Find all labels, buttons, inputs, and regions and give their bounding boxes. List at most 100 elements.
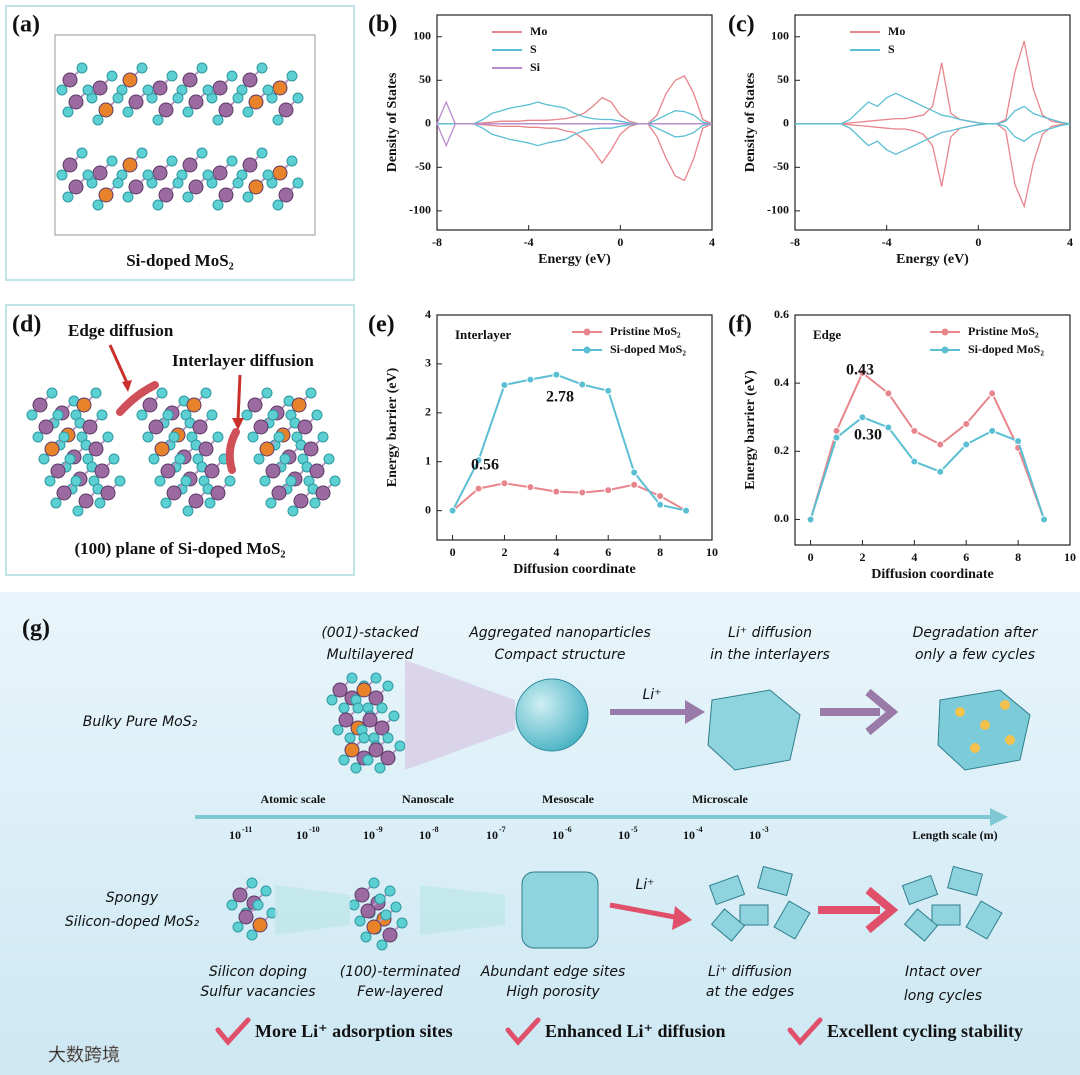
panel-a-frame xyxy=(5,5,355,281)
caption: Interlayer diffusion xyxy=(172,351,314,370)
x-tick-label: -8 xyxy=(432,235,442,249)
top-caption: Li⁺ diffusion xyxy=(728,625,812,641)
atom-mo xyxy=(198,441,214,457)
atom-mo xyxy=(88,441,104,457)
atom-s xyxy=(82,169,94,181)
atom-si xyxy=(272,80,288,96)
atom-mo xyxy=(232,887,248,903)
atom-s xyxy=(90,387,102,399)
scale-base: 10 xyxy=(618,828,630,842)
legend-marker xyxy=(941,328,949,336)
y-tick-label: 2 xyxy=(425,405,431,419)
annotation: Edge xyxy=(813,327,841,342)
scale-name: Nanoscale xyxy=(402,792,455,806)
atom-s xyxy=(92,114,104,126)
top-caption: Multilayered xyxy=(327,647,414,663)
caption: Si-doped MoS₂ xyxy=(126,251,234,270)
atom-mo xyxy=(68,179,84,195)
atom-mo xyxy=(166,485,182,501)
atom-mo xyxy=(368,690,384,706)
caption: Edge diffusion xyxy=(68,321,174,340)
atom-s xyxy=(292,92,304,104)
series-line xyxy=(809,371,1046,520)
scale-exponent: -8 xyxy=(432,825,439,834)
x-tick-label: 6 xyxy=(963,550,969,564)
series-line xyxy=(437,123,713,182)
bottom-caption: (100)-terminated xyxy=(340,964,461,980)
x-axis-label: Diffusion coordinate xyxy=(871,567,994,582)
atom-s xyxy=(38,453,50,465)
atom-mo xyxy=(62,157,78,173)
atom-s xyxy=(338,702,350,714)
bottom-caption: Few-layered xyxy=(357,984,443,1000)
atom-s xyxy=(370,672,382,684)
atom-s xyxy=(152,114,164,126)
atom-s xyxy=(344,732,356,744)
point xyxy=(656,491,665,500)
atom-mo xyxy=(247,397,263,413)
atom-s xyxy=(323,453,335,465)
atom-mo xyxy=(218,187,234,203)
atom-s xyxy=(242,191,254,203)
atom-s xyxy=(309,497,321,509)
atom-mo xyxy=(68,94,84,110)
arrow xyxy=(609,902,681,921)
atom-mo xyxy=(210,485,226,501)
atom-s xyxy=(232,921,244,933)
y-axis-label: Energy barrier (eV) xyxy=(743,370,758,490)
atom-s xyxy=(354,915,366,927)
panel-d-frame xyxy=(5,304,355,576)
scale-axis-label: Length scale (m) xyxy=(912,828,997,842)
bottom-caption: Abundant edge sites xyxy=(480,964,626,980)
atom-s xyxy=(246,877,258,889)
legend-label: S xyxy=(888,42,895,56)
atom-s xyxy=(58,431,70,443)
point xyxy=(604,386,613,395)
y-tick-label: 0 xyxy=(425,502,431,516)
x-tick-label: 0 xyxy=(975,235,981,249)
check-icons xyxy=(215,1017,823,1046)
atom-s xyxy=(390,901,402,913)
atom-si xyxy=(122,157,138,173)
atom-si xyxy=(98,187,114,203)
row-label: Silicon-doped MoS₂ xyxy=(65,914,200,930)
x-tick-label: 10 xyxy=(706,545,718,559)
point xyxy=(500,479,509,488)
scale-base: 10 xyxy=(419,828,431,842)
li-label: Li⁺ xyxy=(642,687,661,703)
point xyxy=(884,389,893,398)
annotation: Interlayer xyxy=(455,327,512,342)
bottom-caption: Silicon doping xyxy=(209,964,307,980)
atom-mo xyxy=(271,485,287,501)
series-line xyxy=(451,373,687,512)
atom-mo xyxy=(212,80,228,96)
li-label: Li⁺ xyxy=(635,877,654,893)
atom-s xyxy=(76,147,88,159)
atom-s xyxy=(196,62,208,74)
atom-mo xyxy=(92,80,108,96)
atom-s xyxy=(180,475,192,487)
atom-s xyxy=(396,917,408,929)
point xyxy=(962,420,971,429)
atom-s xyxy=(64,453,76,465)
atom-s xyxy=(154,475,166,487)
point xyxy=(858,413,867,422)
y-tick-label: 0.6 xyxy=(774,307,789,321)
atom-s xyxy=(172,177,184,189)
y-tick-label: -50 xyxy=(415,159,431,173)
legend-marker xyxy=(583,346,591,354)
atom-mo xyxy=(242,157,258,173)
series-line xyxy=(795,123,1071,156)
atom-mo xyxy=(293,493,309,509)
atom-s xyxy=(212,114,224,126)
atom-mo xyxy=(303,441,319,457)
bottom-caption: Sulfur vacancies xyxy=(200,984,315,1000)
atom-s xyxy=(384,885,396,897)
atom-mo xyxy=(374,720,390,736)
atom-mo xyxy=(158,102,174,118)
point xyxy=(630,468,639,477)
x-tick-label: 8 xyxy=(657,545,663,559)
atom-mo xyxy=(238,909,254,925)
atom-s xyxy=(196,147,208,159)
